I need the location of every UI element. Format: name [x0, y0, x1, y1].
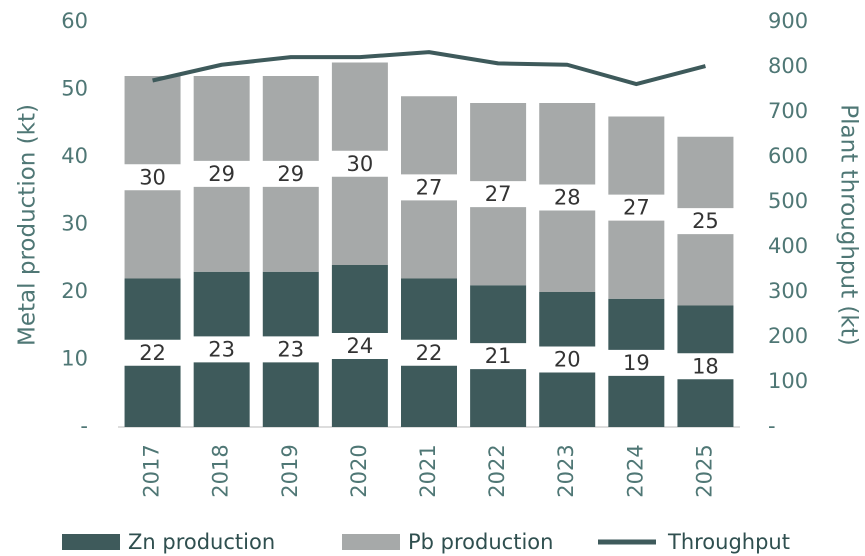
data-label: 28: [554, 186, 581, 210]
data-label: 30: [347, 152, 374, 176]
data-label: 29: [208, 162, 235, 186]
y2-tick-label: 200: [768, 324, 808, 348]
data-label: 27: [416, 175, 443, 199]
legend-label: Pb production: [408, 530, 553, 554]
data-label: 30: [139, 165, 166, 189]
y2-tick-label: 300: [768, 279, 808, 303]
data-label-bg: [400, 174, 458, 201]
data-label: 25: [692, 209, 719, 233]
data-label: 23: [208, 337, 235, 361]
data-label-bg: [538, 184, 597, 211]
data-label-bg: [676, 353, 735, 380]
legend-swatch: [342, 534, 400, 550]
x-tick-label: 2020: [347, 444, 371, 497]
data-label-bg: [469, 181, 528, 208]
x-tick-label: 2024: [623, 444, 647, 497]
y-tick-label: 10: [61, 347, 88, 371]
x-tick-label: 2025: [692, 444, 716, 497]
data-label-bg: [261, 336, 320, 363]
x-tick-label: 2023: [554, 444, 578, 497]
y-axis-title: Metal production (kt): [15, 104, 41, 346]
data-label-bg: [538, 346, 597, 373]
y2-tick-label: 900: [768, 9, 808, 33]
x-tick-label: 2021: [416, 444, 440, 497]
y-tick-label: 50: [61, 77, 88, 101]
y2-tick-label: 500: [768, 189, 808, 213]
data-label-bg: [192, 160, 251, 187]
legend-label: Zn production: [128, 530, 275, 554]
line: [152, 50, 706, 87]
data-label: 22: [139, 341, 166, 365]
data-label-bg: [123, 339, 182, 366]
legend-label: Throughput: [667, 530, 790, 554]
y-tick-label: 60: [61, 9, 88, 33]
y-tick-label: -: [80, 414, 88, 438]
data-label: 20: [554, 348, 581, 372]
data-label-bg: [261, 160, 320, 187]
data-label-bg: [123, 164, 182, 191]
data-label-bg: [330, 150, 389, 177]
data-label: 22: [416, 341, 443, 365]
y2-tick-label: 700: [768, 99, 808, 123]
data-label: 21: [485, 344, 512, 368]
data-label-bg: [607, 349, 666, 376]
data-label-bg: [676, 208, 735, 235]
data-label: 29: [277, 162, 304, 186]
data-label: 23: [277, 337, 304, 361]
y-tick-label: 20: [61, 279, 88, 303]
y-tick-label: 40: [61, 144, 88, 168]
data-label: 27: [485, 182, 512, 206]
x-tick-label: 2018: [209, 444, 233, 497]
data-label: 18: [692, 354, 719, 378]
y2-tick-label: 600: [768, 144, 808, 168]
y-tick-label: 30: [61, 212, 88, 236]
data-label: 27: [623, 196, 650, 220]
y2-tick-label: 400: [768, 234, 808, 258]
y2-tick-label: 100: [768, 369, 808, 393]
data-label-bg: [192, 336, 251, 363]
data-label-bg: [330, 333, 389, 359]
y2-tick-label: 800: [768, 54, 808, 78]
data-label-bg: [607, 194, 666, 221]
x-tick-label: 2022: [485, 444, 509, 497]
data-label: 24: [347, 334, 374, 358]
data-label: 19: [623, 351, 650, 375]
y2-axis-title: Plant throughput (kt): [836, 104, 862, 345]
x-tick-label: 2017: [140, 444, 164, 497]
legend-swatch: [62, 534, 120, 550]
y2-tick-label: -: [768, 414, 776, 438]
x-tick-label: 2019: [278, 444, 302, 497]
data-label-bg: [469, 343, 528, 370]
data-label-bg: [400, 339, 458, 366]
